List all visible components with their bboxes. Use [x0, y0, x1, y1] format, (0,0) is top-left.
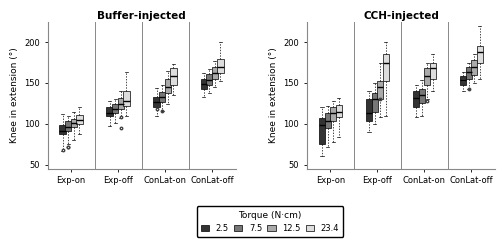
PathPatch shape	[460, 76, 466, 85]
PathPatch shape	[170, 68, 176, 85]
PathPatch shape	[200, 79, 206, 89]
PathPatch shape	[383, 54, 389, 81]
PathPatch shape	[60, 125, 66, 134]
PathPatch shape	[324, 113, 330, 128]
Legend: 2.5, 7.5, 12.5, 23.4: 2.5, 7.5, 12.5, 23.4	[196, 206, 344, 237]
PathPatch shape	[366, 99, 372, 121]
PathPatch shape	[466, 67, 471, 79]
PathPatch shape	[418, 89, 424, 103]
PathPatch shape	[154, 97, 160, 107]
PathPatch shape	[377, 81, 384, 99]
PathPatch shape	[330, 107, 336, 121]
PathPatch shape	[159, 92, 166, 102]
PathPatch shape	[118, 99, 124, 109]
PathPatch shape	[212, 67, 218, 79]
Title: Buffer-injected: Buffer-injected	[97, 11, 186, 21]
PathPatch shape	[319, 118, 325, 144]
PathPatch shape	[206, 74, 212, 85]
PathPatch shape	[112, 104, 118, 113]
PathPatch shape	[472, 60, 478, 75]
PathPatch shape	[106, 107, 112, 116]
PathPatch shape	[424, 68, 430, 85]
PathPatch shape	[124, 91, 130, 106]
PathPatch shape	[336, 105, 342, 117]
PathPatch shape	[71, 119, 77, 127]
Title: CCH-injected: CCH-injected	[363, 11, 439, 21]
PathPatch shape	[65, 121, 71, 131]
PathPatch shape	[477, 46, 483, 62]
PathPatch shape	[218, 59, 224, 73]
Y-axis label: Knee in extension (°): Knee in extension (°)	[269, 47, 278, 143]
PathPatch shape	[165, 79, 171, 93]
PathPatch shape	[413, 91, 419, 107]
PathPatch shape	[76, 115, 82, 124]
PathPatch shape	[372, 93, 378, 112]
PathPatch shape	[430, 62, 436, 79]
Y-axis label: Knee in extension (°): Knee in extension (°)	[10, 47, 18, 143]
